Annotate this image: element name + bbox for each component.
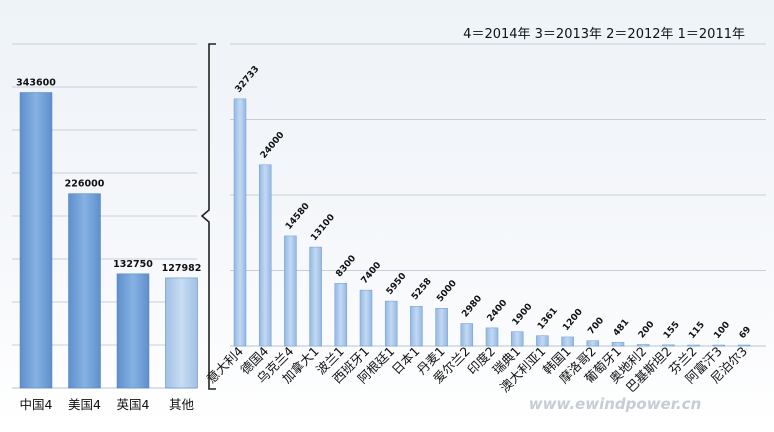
right-bar: [662, 344, 675, 347]
right-bar: [712, 344, 726, 347]
left-value-label: 127982: [162, 263, 202, 274]
right-chart-bars: [233, 98, 751, 347]
right-value-label: 1900: [511, 302, 535, 328]
right-value-label: 24000: [259, 130, 287, 160]
right-bar: [485, 327, 499, 347]
left-bar: [165, 277, 198, 389]
right-bar: [510, 331, 524, 347]
left-bar: [116, 273, 150, 389]
watermark: www.ewindpower.cn: [529, 395, 702, 413]
right-value-label: 700: [586, 316, 606, 337]
right-chart-gridlines: [230, 43, 766, 347]
left-category-label: 其他: [169, 397, 195, 412]
left-value-label: 343600: [16, 78, 56, 89]
right-value-label: 14580: [284, 201, 312, 231]
right-bar: [258, 164, 272, 347]
right-value-label: 1361: [536, 306, 560, 332]
left-category-label: 英国4: [117, 397, 150, 412]
right-bar: [460, 323, 474, 347]
right-bar: [737, 344, 751, 347]
right-value-label: 69: [738, 325, 754, 341]
right-value-label: 155: [662, 320, 682, 341]
right-value-label: 1200: [561, 307, 585, 333]
right-value-label: 8300: [334, 254, 358, 280]
right-bar: [611, 342, 625, 347]
right-bar: [410, 306, 423, 347]
right-bar: [561, 336, 574, 347]
right-bar: [687, 344, 700, 347]
right-bar: [384, 300, 398, 347]
right-bar: [636, 344, 650, 347]
right-value-label: 115: [687, 320, 707, 341]
left-category-label: 中国4: [20, 397, 53, 412]
right-category-label: 日本1: [389, 344, 423, 378]
left-value-label: 226000: [65, 179, 105, 190]
right-value-label: 5950: [385, 271, 409, 297]
right-value-label: 7400: [360, 260, 384, 286]
right-bar: [586, 340, 600, 347]
left-value-label: 132750: [113, 259, 153, 270]
left-chart-bars: [19, 92, 198, 389]
left-chart-category-labels: 中国4 美国4 英国4 其他: [20, 397, 195, 412]
right-bar: [309, 246, 322, 347]
right-bar: [435, 308, 448, 347]
right-value-label: 200: [637, 320, 657, 341]
right-category-label: 印度2: [464, 344, 498, 378]
left-bar: [19, 92, 53, 389]
legend-text: 4＝2014年 3＝2013年 2＝2012年 1＝2011年: [463, 27, 745, 42]
right-chart-category-labels: 意大利4德国4乌克兰4加拿大1波兰1西班牙1阿根廷1日本1丹麦1爱尔兰2印度2瑞…: [203, 343, 750, 395]
left-category-label: 美国4: [68, 397, 101, 412]
right-bar: [233, 98, 247, 347]
bracket: [200, 43, 216, 390]
right-value-label: 2400: [486, 298, 510, 324]
right-bar: [359, 289, 373, 347]
right-value-label: 32733: [234, 64, 262, 94]
left-bar: [68, 193, 101, 389]
right-value-label: 100: [712, 320, 732, 341]
right-bar: [284, 235, 297, 347]
left-chart-value-labels: 343600 226000 132750 127982: [16, 78, 201, 274]
right-value-label: 2980: [460, 294, 484, 320]
right-value-label: 5258: [410, 277, 434, 303]
right-value-label: 5000: [435, 279, 459, 305]
right-value-label: 481: [612, 317, 632, 338]
right-bar: [334, 283, 348, 347]
right-value-label: 13100: [309, 213, 337, 243]
right-bar: [536, 335, 549, 347]
